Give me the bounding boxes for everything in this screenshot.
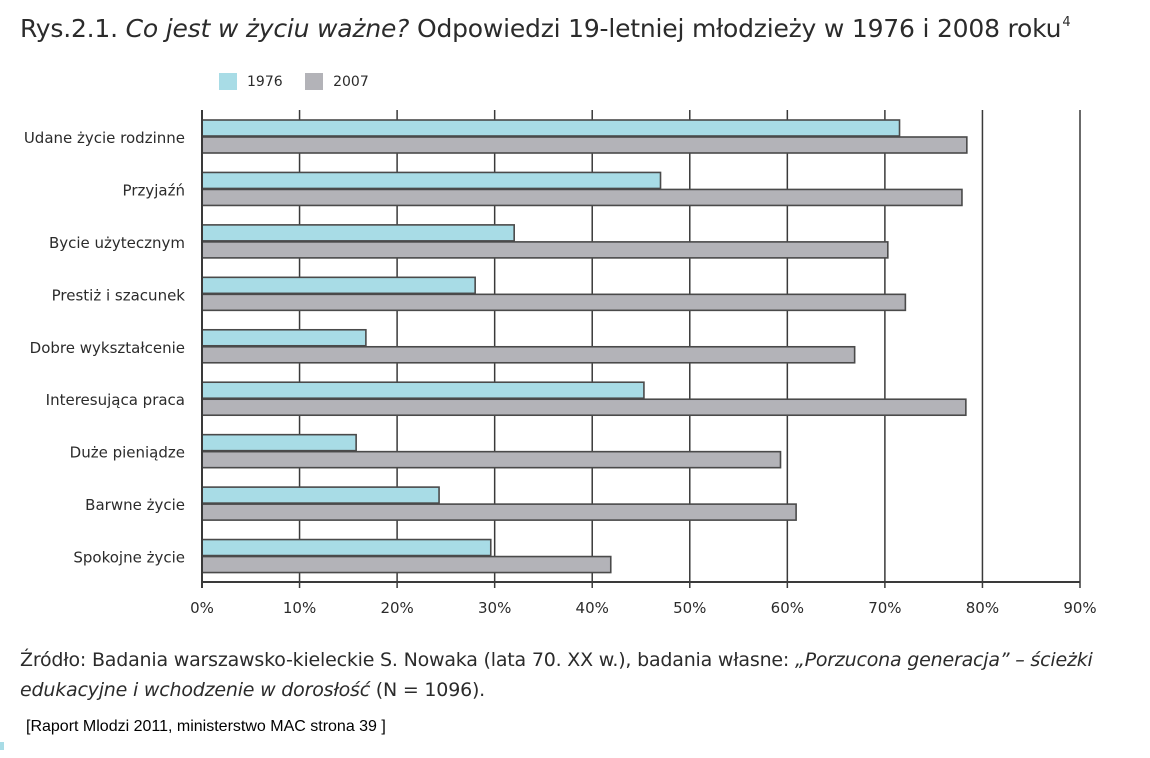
category-label-3: Bycie użytecznym: [49, 234, 185, 252]
category-label-5: Dobre wykształcenie: [30, 339, 185, 357]
tick-label-60: 60%: [771, 599, 804, 617]
bar-1976-3: [201, 224, 515, 242]
category-label-6: Interesująca praca: [46, 391, 185, 409]
legend-swatch-2007: [305, 73, 324, 90]
chart-title: Rys.2.1. Co jest w życiu ważne? Odpowied…: [20, 14, 1071, 43]
tick-label-80: 80%: [966, 599, 999, 617]
bar-2007-5: [201, 345, 856, 364]
bar-chart: Udane życie rodzinne Przyjaźń Bycie użytec…: [24, 110, 1097, 617]
source-sample-size: (N = 1096).: [369, 679, 486, 701]
bar-1976-4: [201, 276, 476, 295]
title-prefix: Rys.2.1.: [20, 14, 118, 43]
tick-label-30: 30%: [478, 599, 511, 617]
bar-1976-8: [201, 486, 440, 504]
title-rest: Odpowiedzi 19-letniej młodzieży w 1976 i…: [416, 14, 1062, 43]
corner-mark: [0, 742, 4, 750]
tick-label-20: 20%: [380, 599, 413, 617]
bar-2007-2: [201, 188, 963, 207]
category-label-7: Duże pieniądze: [70, 444, 185, 462]
bar-1976-1: [201, 119, 901, 137]
bar-2007-8: [201, 503, 797, 521]
bar-1976-7: [201, 433, 357, 452]
legend-item-2007: 2007: [305, 73, 369, 90]
source-caption: Źródło: Badania warszawsko-kieleckie S. …: [20, 645, 1130, 705]
category-label-2: Przyjaźń: [123, 181, 185, 199]
legend-item-1976: 1976: [219, 73, 283, 90]
tick-label-50: 50%: [673, 599, 706, 617]
legend-label-2007: 2007: [333, 73, 369, 90]
bar-2007-6: [201, 398, 967, 417]
tick-label-40: 40%: [576, 599, 609, 617]
category-label-8: Barwne życie: [85, 496, 185, 514]
reference-note: [Raport Mlodzi 2011, ministerstwo MAC st…: [26, 718, 386, 735]
tick-label-0: 0%: [190, 599, 214, 617]
bar-2007-3: [201, 241, 889, 259]
source-publication-title: „Porzucona generacja” – ścieżki edukacyj…: [20, 649, 1093, 701]
bar-2007-9: [201, 555, 612, 574]
legend-swatch-1976: [219, 73, 237, 90]
category-label-1: Udane życie rodzinne: [24, 129, 185, 147]
bar-1976-5: [201, 328, 367, 347]
bar-2007-4: [201, 293, 907, 312]
tick-label-90: 90%: [1063, 599, 1096, 617]
source-text: Źródło: Badania warszawsko-kieleckie S. …: [20, 649, 795, 671]
tick-label-70: 70%: [868, 599, 901, 617]
category-label-4: Prestiż i szacunek: [52, 286, 186, 304]
bar-1976-9: [201, 538, 492, 557]
title-footnote: 4: [1062, 15, 1071, 30]
bar-1976-6: [201, 381, 645, 400]
tick-label-10: 10%: [283, 599, 316, 617]
legend-label-1976: 1976: [247, 73, 283, 90]
chart-legend: 1976 2007: [219, 73, 387, 94]
bar-1976-2: [201, 171, 662, 190]
bar-2007-1: [201, 136, 968, 154]
bar-2007-7: [201, 450, 782, 469]
title-italic: Co jest w życiu ważne?: [125, 14, 410, 43]
category-label-9: Spokojne życie: [73, 549, 185, 567]
